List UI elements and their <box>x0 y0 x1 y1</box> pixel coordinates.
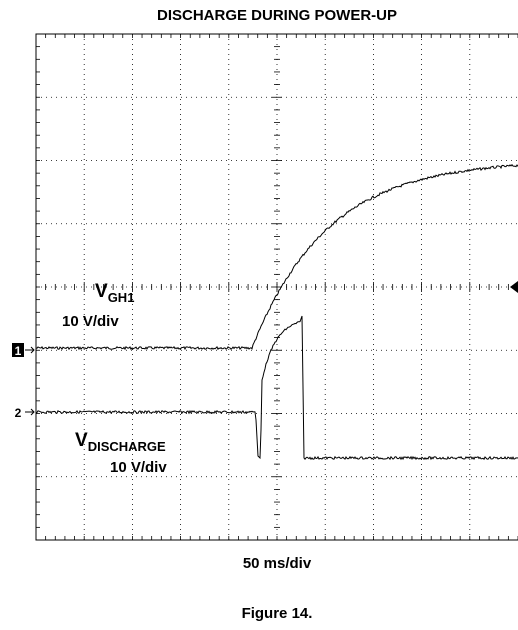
grid <box>35 33 518 541</box>
channel-1-scale: 10 V/div <box>62 313 119 330</box>
channel-2-marker: 2 <box>15 406 22 420</box>
channel-2-label: VDISCHARGE <box>75 430 166 454</box>
channel-1-label: VGH1 <box>95 281 134 305</box>
figure-title: DISCHARGE DURING POWER-UP <box>157 7 397 24</box>
trigger-marker <box>510 281 518 293</box>
trace-2 <box>35 315 518 461</box>
timebase-label: 50 ms/div <box>243 555 312 572</box>
channel-1-subscript: GH1 <box>108 290 135 305</box>
figure-caption: Figure 14. <box>242 605 313 622</box>
channel-1-marker: 1 <box>15 344 22 358</box>
trace-1 <box>35 163 518 351</box>
channel-2-arrow <box>25 408 35 416</box>
channel-1-name: V <box>95 281 108 302</box>
channel-1-marker-box <box>12 343 24 357</box>
channel-1-arrow <box>25 346 35 354</box>
channel-2-subscript: DISCHARGE <box>88 439 166 454</box>
channel-2-scale: 10 V/div <box>110 459 167 476</box>
channel-2-name: V <box>75 430 88 451</box>
